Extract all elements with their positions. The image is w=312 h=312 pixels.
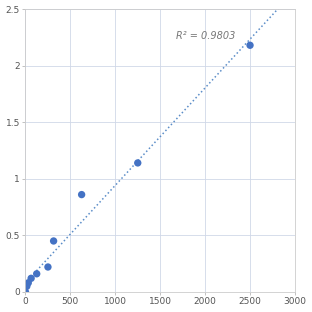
Point	[46, 265, 51, 270]
Point	[79, 192, 84, 197]
Point	[135, 160, 140, 165]
Point	[247, 43, 252, 48]
Point	[34, 271, 39, 276]
Point	[23, 290, 28, 295]
Point	[29, 276, 34, 281]
Text: R² = 0.9803: R² = 0.9803	[176, 31, 236, 41]
Point	[51, 238, 56, 243]
Point	[26, 280, 31, 285]
Point	[24, 284, 29, 289]
